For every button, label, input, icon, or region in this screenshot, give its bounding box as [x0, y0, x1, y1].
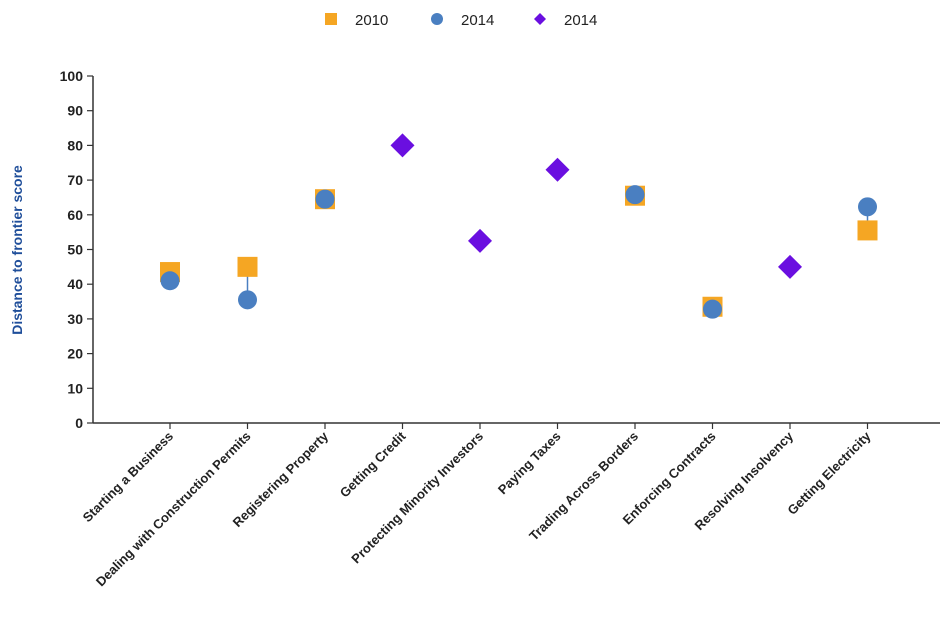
connectors [169, 194, 869, 310]
y-axis-label: Distance to frontier score [9, 165, 25, 335]
point-diamond [390, 133, 415, 158]
y-tick-label: 50 [67, 242, 83, 258]
point-square [237, 256, 258, 277]
x-tick-label: Getting Electricity [784, 428, 874, 518]
y-tick-label: 70 [67, 172, 83, 188]
y-tick-label: 80 [67, 137, 83, 153]
x-tick-label: Getting Credit [337, 428, 409, 500]
legend-marker-diamond [534, 13, 546, 25]
y-tick-label: 90 [67, 103, 83, 119]
data-marks [160, 133, 878, 319]
legend-label: 2010 [355, 12, 388, 29]
x-tick-label: Protecting Minority Investors [348, 429, 486, 567]
legend-marker-circle [431, 13, 443, 25]
point-circle [160, 271, 180, 291]
y-tick-label: 10 [67, 380, 83, 396]
y-tick-label: 30 [67, 311, 83, 327]
y-tick-label: 60 [67, 207, 83, 223]
point-diamond [778, 254, 802, 279]
legend-marker-square [325, 13, 337, 25]
legend: 2010 2014 2014 [325, 12, 597, 29]
x-tick-label: Paying Taxes [495, 429, 564, 498]
point-diamond [545, 157, 570, 182]
legend-label: 2014 [461, 12, 494, 29]
point-diamond [468, 228, 492, 253]
y-tick-label: 100 [60, 68, 84, 84]
y-tick-label: 20 [67, 346, 83, 362]
point-circle [858, 197, 877, 217]
y-tick-label: 40 [67, 276, 83, 292]
point-circle [703, 299, 722, 319]
point-circle [315, 189, 335, 209]
legend-label: 2014 [564, 12, 597, 29]
x-tick-label: Dealing with Construction Permits [93, 429, 254, 590]
point-square [857, 220, 878, 241]
y-tick-label: 0 [75, 415, 83, 431]
point-circle [625, 185, 645, 205]
point-circle [238, 290, 257, 310]
